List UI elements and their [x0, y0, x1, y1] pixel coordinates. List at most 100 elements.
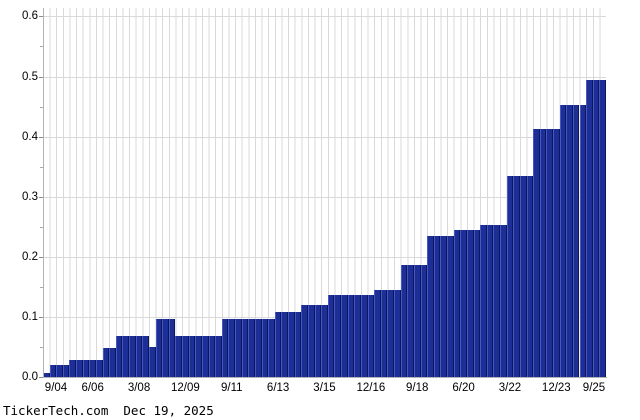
y-minor-tick	[40, 106, 43, 108]
dividend-bar	[360, 294, 368, 377]
dividend-bar	[62, 364, 70, 377]
dividend-bar	[380, 289, 388, 377]
x-axis-label: 9/04	[44, 382, 68, 394]
dividend-bar	[460, 229, 467, 377]
dividend-bar	[334, 294, 342, 377]
dividend-bar	[407, 265, 414, 377]
dividend-bar	[480, 224, 487, 377]
dividend-bar	[188, 336, 196, 377]
dividend-bar	[268, 318, 275, 377]
dividend-bar	[579, 104, 587, 377]
y-minor-tick	[40, 346, 43, 348]
dividend-bar	[400, 265, 408, 377]
dividend-bar	[367, 294, 375, 377]
dividend-bar	[274, 312, 282, 377]
y-axis-label: 0.3	[22, 190, 38, 203]
y-major-tick	[39, 76, 43, 78]
y-major-tick	[39, 196, 43, 198]
dividend-bar	[168, 318, 176, 377]
dividend-bar	[261, 318, 269, 377]
dividend-bar	[453, 229, 461, 377]
dividend-bar	[254, 318, 262, 377]
y-axis-line	[43, 8, 44, 377]
dividend-bar	[519, 175, 527, 377]
dividend-bar	[182, 336, 189, 377]
dividend-bar	[102, 348, 110, 377]
dividend-bar	[307, 304, 315, 377]
dividend-bar	[76, 360, 83, 377]
dividend-bar	[162, 318, 169, 377]
dividend-bar	[281, 312, 289, 377]
x-axis-line	[43, 377, 607, 378]
y-minor-tick	[40, 166, 43, 168]
x-axis-label: 12/16	[356, 382, 386, 394]
gridline	[43, 196, 606, 198]
dividend-bar	[374, 289, 381, 377]
gridline	[43, 256, 606, 258]
dividend-bar	[122, 336, 130, 377]
dividend-bar	[82, 360, 90, 377]
dividend-bar	[420, 265, 428, 377]
gridline	[43, 136, 606, 138]
dividend-bar	[175, 336, 183, 377]
dividend-bar	[506, 175, 514, 377]
dividend-bar	[387, 289, 395, 377]
y-axis-label: 0.5	[22, 70, 38, 83]
dividend-bar	[235, 318, 242, 377]
dividend-bar	[221, 318, 229, 377]
y-major-tick	[39, 136, 43, 138]
dividend-bar	[115, 336, 123, 377]
dividend-bar	[533, 128, 540, 377]
dividend-bar	[440, 235, 448, 377]
y-major-tick	[39, 377, 43, 378]
dividend-bar	[566, 104, 573, 377]
dividend-bar	[109, 348, 116, 377]
dividend-bar	[559, 104, 567, 377]
x-axis-label: 3/22	[498, 382, 522, 394]
x-axis-label: 3/08	[127, 382, 151, 394]
dividend-bar	[321, 304, 328, 377]
x-axis-label: 6/20	[452, 382, 475, 394]
dividend-bar	[586, 79, 593, 377]
dividend-bar	[394, 289, 401, 377]
dividend-bar	[354, 294, 361, 377]
x-axis-label: 3/15	[313, 382, 336, 394]
dividend-bar	[135, 336, 143, 377]
dividend-bar	[526, 175, 534, 377]
dividend-bar	[466, 229, 474, 377]
dividend-bar	[241, 318, 249, 377]
y-minor-tick	[40, 46, 43, 48]
plot-area	[43, 8, 606, 377]
y-major-tick	[39, 16, 43, 18]
dividend-bar	[539, 128, 547, 377]
dividend-bar	[301, 304, 308, 377]
dividend-bar	[427, 235, 434, 377]
dividend-bar	[56, 364, 63, 377]
x-axis-label: 12/09	[171, 382, 200, 394]
dividend-bar	[201, 336, 209, 377]
y-axis-label: 0.0	[22, 371, 38, 383]
y-major-tick	[39, 316, 43, 318]
dividend-bar	[89, 360, 96, 377]
dividend-bar	[553, 128, 560, 377]
dividend-bar	[513, 175, 520, 377]
y-minor-tick	[40, 226, 43, 228]
dividend-bar	[155, 318, 163, 377]
dividend-bar	[473, 229, 481, 377]
dividend-bar	[347, 294, 355, 377]
dividend-bar	[592, 79, 600, 377]
dividend-bar	[493, 224, 500, 377]
dividend-bar	[314, 304, 322, 377]
dividend-bar	[215, 336, 222, 377]
x-axis-label: 6/13	[266, 382, 290, 394]
dividend-bar	[413, 265, 421, 377]
gridline	[43, 16, 606, 18]
dividend-bar	[49, 364, 57, 377]
x-axis-label: 12/23	[541, 382, 571, 394]
x-axis-label: 9/18	[406, 382, 429, 394]
dividend-bar	[195, 336, 202, 377]
dividend-bar	[288, 312, 295, 377]
dividend-bar	[248, 318, 255, 377]
y-major-tick	[39, 256, 43, 258]
